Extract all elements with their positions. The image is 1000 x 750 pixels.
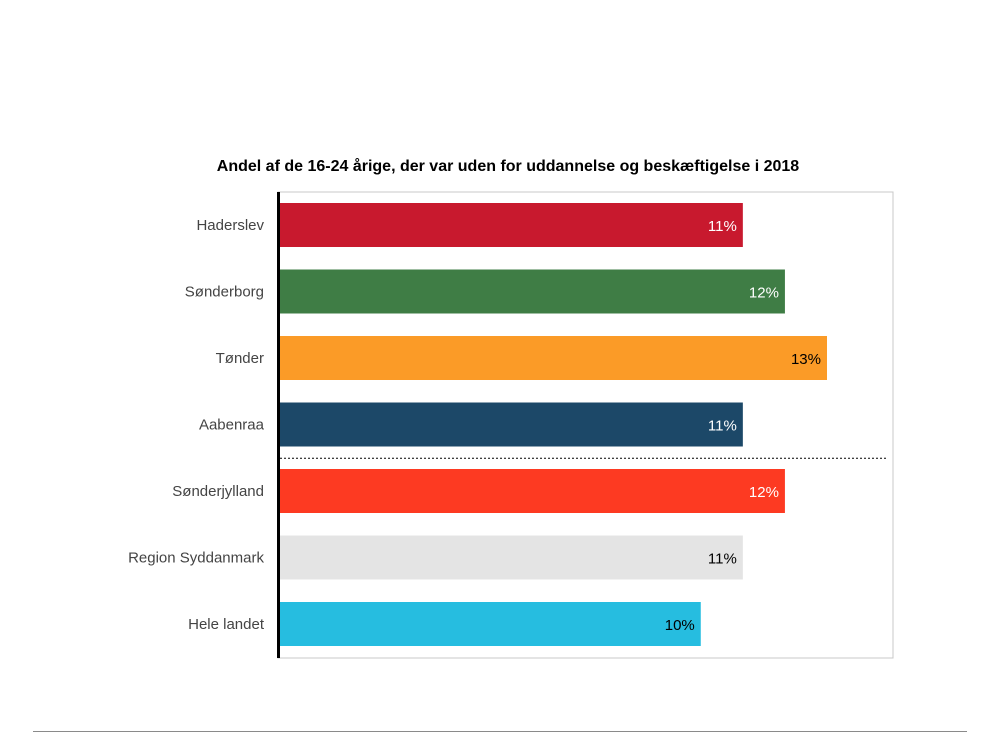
value-label: 11%	[708, 218, 737, 235]
category-label: Aabenraa	[199, 417, 265, 434]
category-label: Tønder	[216, 350, 264, 367]
bar-hele-landet	[280, 602, 701, 646]
value-label: 11%	[708, 418, 737, 435]
bar-sønderjylland	[280, 469, 785, 513]
bar-aabenraa	[280, 402, 743, 447]
value-label: 12%	[749, 484, 779, 501]
chart-title: Andel af de 16-24 årige, der var uden fo…	[216, 158, 800, 175]
category-label: Hele landet	[188, 616, 265, 633]
category-label: Region Syddanmark	[128, 550, 264, 567]
bar-sønderborg	[280, 269, 785, 314]
category-label: Haderslev	[196, 217, 264, 234]
bar-haderslev	[280, 203, 743, 247]
value-label: 13%	[791, 351, 821, 368]
category-label: Sønderborg	[185, 284, 264, 301]
bars-layer: Haderslev 11% Sønderborg 12% Tønder 13% Aabenr…	[128, 203, 827, 646]
value-label: 11%	[708, 551, 737, 568]
footer-rule	[33, 731, 967, 732]
value-label: 10%	[665, 617, 695, 634]
value-label: 12%	[749, 285, 779, 302]
bar-region-syddanmark	[280, 535, 743, 580]
bar-tønder	[280, 336, 827, 380]
category-label: Sønderjylland	[172, 483, 264, 500]
